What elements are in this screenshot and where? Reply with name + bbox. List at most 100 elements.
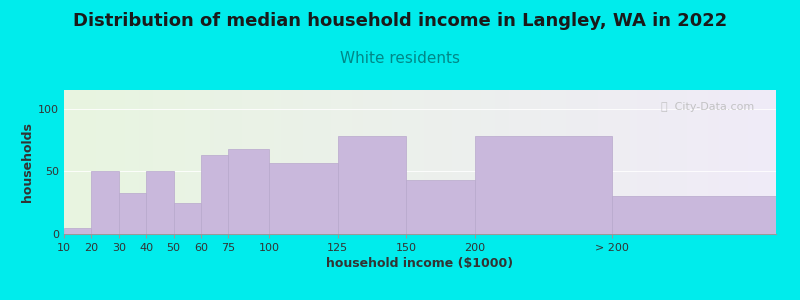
Bar xyxy=(178,90,182,234)
Bar xyxy=(334,90,338,234)
Bar xyxy=(263,90,267,234)
Bar xyxy=(338,90,342,234)
Bar xyxy=(466,90,470,234)
Bar xyxy=(726,90,730,234)
Bar xyxy=(249,90,253,234)
Bar xyxy=(655,90,658,234)
Bar xyxy=(314,90,317,234)
Bar xyxy=(352,90,356,234)
Bar xyxy=(91,171,118,234)
Bar xyxy=(630,90,634,234)
Bar xyxy=(346,90,349,234)
Bar xyxy=(363,90,366,234)
Bar xyxy=(270,90,274,234)
Bar xyxy=(737,90,741,234)
Bar xyxy=(580,90,584,234)
Bar xyxy=(626,90,630,234)
Bar xyxy=(274,90,278,234)
Bar xyxy=(217,90,221,234)
Bar xyxy=(103,90,106,234)
Bar xyxy=(398,90,402,234)
Bar xyxy=(64,228,91,234)
Bar xyxy=(445,90,449,234)
Bar xyxy=(722,90,726,234)
Bar xyxy=(470,90,474,234)
Bar xyxy=(612,90,616,234)
Bar xyxy=(406,180,474,234)
Bar xyxy=(285,90,288,234)
Bar xyxy=(327,90,331,234)
Bar xyxy=(769,90,773,234)
Bar xyxy=(766,90,769,234)
Bar xyxy=(114,90,118,234)
Bar xyxy=(417,90,420,234)
Bar xyxy=(246,90,249,234)
Bar xyxy=(228,149,270,234)
Bar xyxy=(609,90,612,234)
Bar xyxy=(474,136,612,234)
Bar xyxy=(231,90,235,234)
Bar xyxy=(121,90,125,234)
Bar xyxy=(747,90,751,234)
Bar xyxy=(174,90,178,234)
Bar xyxy=(577,90,580,234)
Bar xyxy=(146,171,174,234)
Bar xyxy=(477,90,481,234)
Bar xyxy=(570,90,573,234)
Bar xyxy=(106,90,110,234)
Bar xyxy=(616,90,619,234)
Bar xyxy=(214,90,217,234)
Bar xyxy=(762,90,766,234)
Bar xyxy=(189,90,192,234)
Bar xyxy=(206,90,210,234)
Bar xyxy=(687,90,690,234)
Bar xyxy=(676,90,680,234)
Bar xyxy=(164,90,167,234)
Bar xyxy=(420,90,423,234)
Bar xyxy=(516,90,520,234)
Bar xyxy=(210,90,214,234)
Bar xyxy=(619,90,623,234)
Bar xyxy=(253,90,256,234)
Bar xyxy=(690,90,694,234)
Bar xyxy=(509,90,513,234)
Bar xyxy=(523,90,527,234)
Bar xyxy=(349,90,352,234)
Bar xyxy=(384,90,388,234)
Bar xyxy=(662,90,666,234)
Bar xyxy=(270,163,338,234)
Bar xyxy=(299,90,302,234)
Bar xyxy=(157,90,160,234)
Bar xyxy=(430,90,434,234)
Bar xyxy=(82,90,86,234)
Bar xyxy=(538,90,541,234)
Bar xyxy=(150,90,153,234)
Bar xyxy=(506,90,509,234)
Bar xyxy=(381,90,385,234)
Bar xyxy=(591,90,594,234)
Bar xyxy=(438,90,442,234)
Bar xyxy=(548,90,552,234)
Bar xyxy=(93,90,96,234)
Bar xyxy=(402,90,406,234)
Bar xyxy=(513,90,516,234)
Bar xyxy=(192,90,196,234)
Bar xyxy=(658,90,662,234)
Bar xyxy=(666,90,669,234)
Bar xyxy=(605,90,609,234)
Bar xyxy=(449,90,452,234)
Bar xyxy=(366,90,370,234)
Bar xyxy=(224,90,228,234)
Bar xyxy=(562,90,566,234)
Bar xyxy=(388,90,391,234)
Bar xyxy=(78,90,82,234)
Bar xyxy=(110,90,114,234)
Bar xyxy=(138,90,142,234)
Bar xyxy=(712,90,715,234)
Bar xyxy=(744,90,747,234)
Bar xyxy=(317,90,320,234)
Bar xyxy=(708,90,712,234)
Bar xyxy=(128,90,132,234)
Bar xyxy=(203,90,206,234)
Bar xyxy=(267,90,270,234)
